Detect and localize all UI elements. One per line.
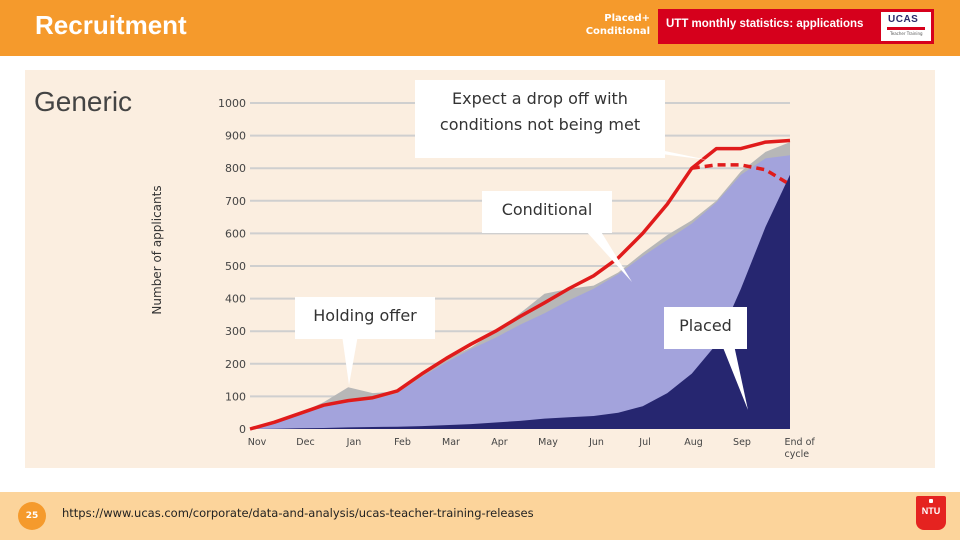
callout-holding-offer-text-1: Holding offer	[313, 306, 417, 325]
y-tick-500: 500	[225, 260, 246, 273]
y-tick-800: 800	[225, 162, 246, 175]
x-tick-apr: Apr	[491, 437, 508, 448]
ntu-logo-text: NTU	[921, 506, 941, 516]
callout-placed-pointer	[722, 345, 748, 410]
x-tick-jan: Jan	[346, 437, 362, 448]
ucas-banner: UTT monthly statistics: applications UCA…	[658, 9, 934, 44]
y-tick-900: 900	[225, 130, 246, 143]
x-tick-nov: Nov	[248, 437, 267, 448]
callout-drop-off-text-2: conditions not being met	[440, 115, 640, 134]
header-legend-line2: Conditional	[585, 26, 650, 37]
x-tick-jul: Jul	[638, 437, 650, 448]
x-tick-jun: Jun	[588, 437, 604, 448]
area-series	[250, 142, 790, 429]
area-placed	[250, 174, 790, 429]
callout-drop-off-text-1: Expect a drop off with	[452, 89, 628, 108]
x-tick-sep: Sep	[733, 437, 751, 448]
x-tick-aug: Aug	[684, 437, 703, 448]
y-tick-600: 600	[225, 227, 246, 240]
callout-conditional-pointer	[585, 230, 632, 282]
y-tick-200: 200	[225, 358, 246, 371]
slide-number: 25	[18, 502, 46, 530]
y-tick-100: 100	[225, 390, 246, 403]
callouts: Expect a drop off with conditions not bei…	[295, 80, 748, 410]
section-label: Generic	[34, 86, 133, 117]
callout-drop-off-box	[415, 80, 665, 158]
ucas-banner-text: UTT monthly statistics: applications	[666, 18, 864, 30]
callout-holding-offer-pointer	[342, 335, 358, 385]
ucas-logo-bar	[887, 27, 925, 30]
x-tick-end-of-cycle: End of cycle	[785, 437, 816, 460]
ntu-logo-mark	[929, 499, 933, 503]
page-title: Recruitment	[35, 10, 187, 40]
y-tick-1000: 1000	[218, 97, 246, 110]
header-bar: Recruitment Placed+ Conditional UTT mont…	[0, 0, 960, 56]
source-link[interactable]: https://www.ucas.com/corporate/data-and-…	[62, 506, 534, 520]
ntu-logo: NTU	[916, 496, 946, 530]
callout-holding-offer-box	[295, 297, 435, 339]
ucas-logo-subtext: Teacher Training	[890, 31, 923, 36]
line-series	[249, 138, 791, 431]
callout-conditional-box	[482, 191, 612, 233]
footer-bar	[0, 492, 960, 540]
y-tick-300: 300	[225, 325, 246, 338]
y-axis-label: Number of applicants	[150, 185, 164, 314]
y-tick-400: 400	[225, 293, 246, 306]
x-tick-may: May	[538, 437, 558, 448]
x-tick-feb: Feb	[394, 437, 411, 448]
callout-placed-box	[664, 307, 747, 349]
x-tick-dec: Dec	[296, 437, 314, 448]
header-legend-line1: Placed+	[604, 13, 650, 24]
y-tick-0: 0	[239, 423, 246, 436]
header-legend: Placed+ Conditional	[572, 12, 650, 38]
area-conditional	[250, 155, 790, 429]
line-expected-drop	[691, 163, 791, 187]
callout-conditional-text-1: Conditional	[502, 200, 593, 219]
line-placed-conditional	[249, 138, 791, 431]
y-tick-700: 700	[225, 195, 246, 208]
y-tick-labels: 0 100 200 300 400 500 600 700 800 900 1000	[218, 97, 246, 436]
callout-placed-text-1: Placed	[679, 316, 732, 335]
x-tick-labels: Nov Dec Jan Feb Mar Apr May Jun Jul Aug Sep End of c…	[248, 437, 816, 460]
x-tick-mar: Mar	[442, 437, 460, 448]
ucas-logo-text: UCAS	[888, 14, 919, 25]
ucas-logo: UCAS Teacher Training	[881, 12, 931, 41]
